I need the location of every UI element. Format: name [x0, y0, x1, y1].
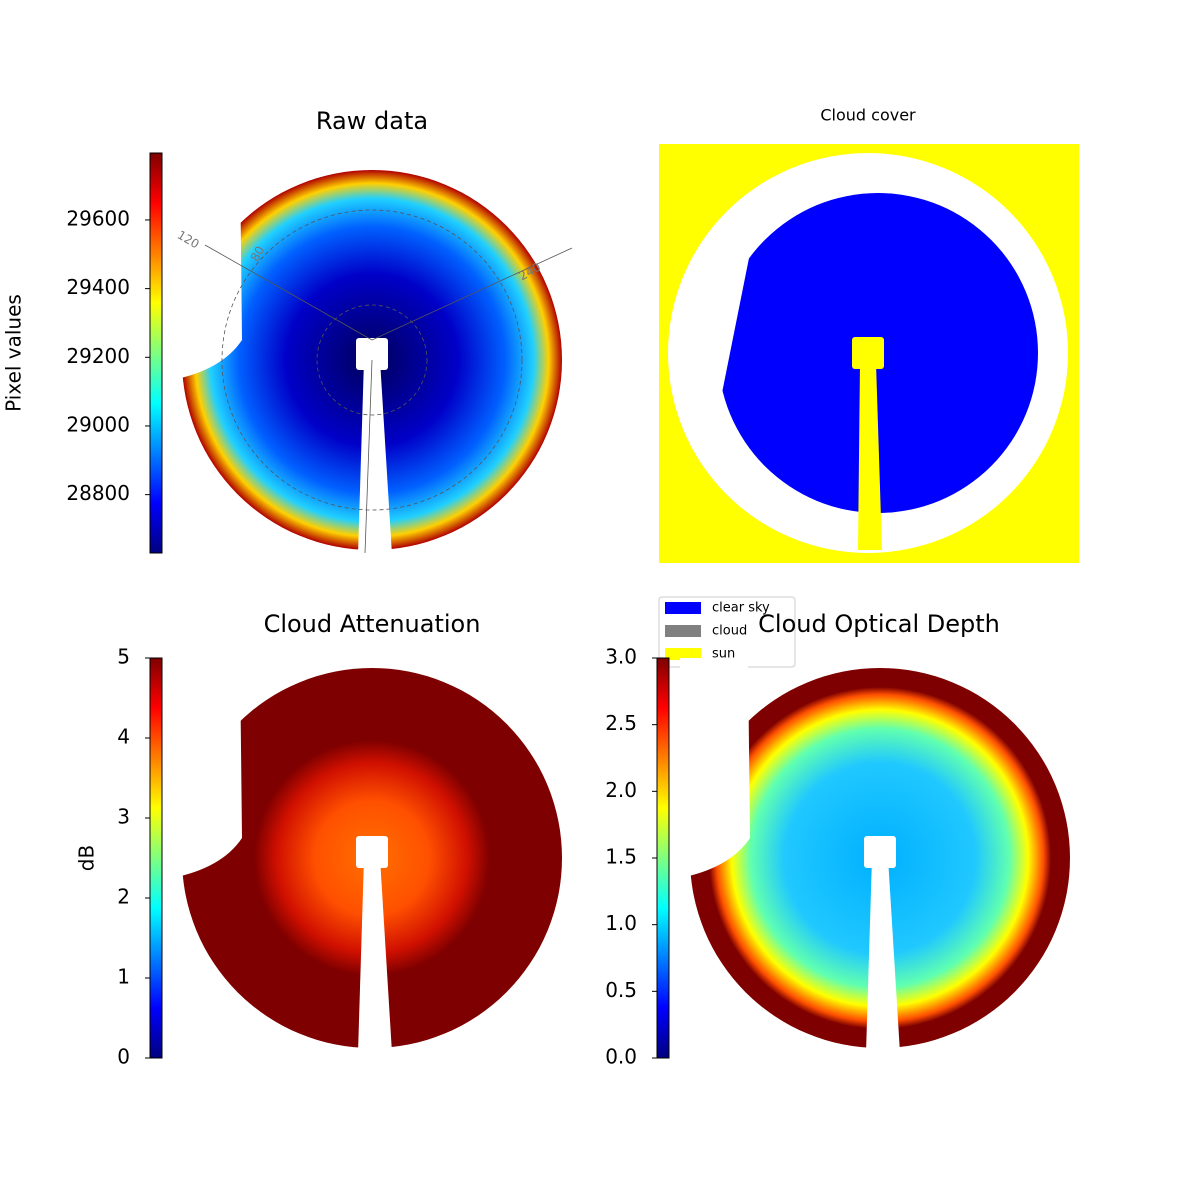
- image-mask: [356, 836, 388, 868]
- colorbar-tick-label: 1.0: [605, 911, 637, 935]
- image-mask: [866, 858, 900, 1053]
- legend-label: sun: [712, 647, 735, 662]
- panel-title: Raw data: [316, 107, 428, 135]
- colorbar-tick-label: 3.0: [605, 645, 637, 669]
- image-mask: [356, 338, 388, 370]
- polar-label: 80: [248, 244, 268, 264]
- image: [698, 213, 758, 413]
- colorbar-tick-label: 0.5: [605, 978, 637, 1002]
- legend-swatch: [665, 648, 701, 660]
- colorbar-tick-label: 4: [117, 725, 130, 749]
- colorbar-tick-label: 2: [117, 885, 130, 909]
- image-mask: [172, 160, 242, 380]
- colorbar-tick-label: 3: [117, 805, 130, 829]
- colorbar: [149, 657, 163, 1059]
- colorbar-tick-label: 29400: [66, 275, 130, 299]
- legend-swatch: [665, 602, 701, 614]
- panel-title: Cloud cover: [820, 106, 916, 125]
- colorbar-tick-label: 5: [117, 645, 130, 669]
- colorbar: [656, 657, 670, 1059]
- colorbar-tick-label: 29600: [66, 206, 130, 230]
- image-mask: [864, 836, 896, 868]
- image-mask: [172, 658, 242, 878]
- image: [852, 337, 884, 369]
- polar-grid: [371, 247, 573, 341]
- colorbar-tick-label: 28800: [66, 481, 130, 505]
- colorbar-label: dB: [75, 845, 99, 871]
- polar-grid: [316, 304, 428, 416]
- legend-swatch: [665, 625, 701, 637]
- legend-label: cloud: [712, 624, 747, 639]
- colorbar-tick-label: 0: [117, 1045, 130, 1069]
- image-mask: [358, 858, 392, 1053]
- colorbar-tick-label: 29000: [66, 412, 130, 436]
- colorbar-label: Pixel values: [2, 294, 26, 412]
- polar-grid: [221, 209, 523, 511]
- polar-grid: [204, 244, 373, 341]
- image: [858, 363, 882, 550]
- colorbar-tick-label: 2.5: [605, 711, 637, 735]
- colorbar-tick-label: 1: [117, 965, 130, 989]
- image-mask: [680, 658, 750, 878]
- colorbar: [149, 152, 163, 554]
- panel-title: Cloud Optical Depth: [758, 610, 1000, 638]
- colorbar-tick-label: 0.0: [605, 1045, 637, 1069]
- panel-title: Cloud Attenuation: [264, 610, 481, 638]
- colorbar-tick-label: 2.0: [605, 778, 637, 802]
- polar-grid: [364, 359, 373, 554]
- colorbar-tick-label: 1.5: [605, 845, 637, 869]
- legend-label: clear sky: [712, 601, 770, 616]
- colorbar-tick-label: 29200: [66, 344, 130, 368]
